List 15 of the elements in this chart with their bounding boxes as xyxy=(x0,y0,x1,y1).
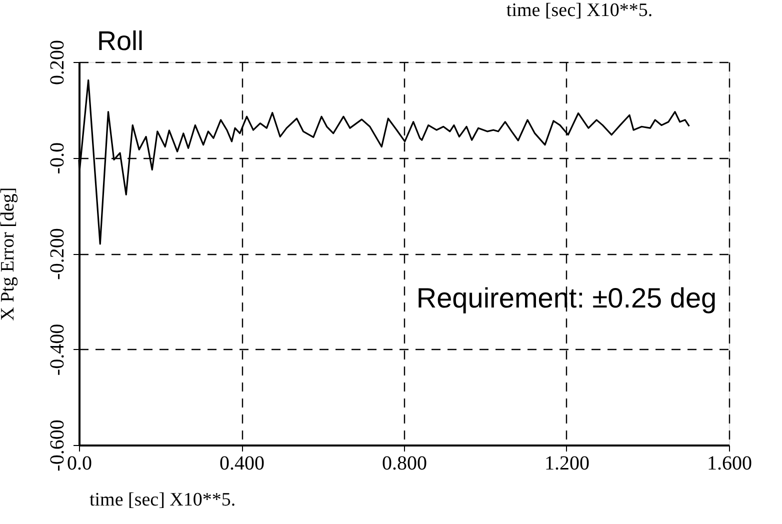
x-tick-label: 0.800 xyxy=(382,452,427,474)
x-tick-label: 0.400 xyxy=(220,452,264,474)
y-tick-label: -0.600 xyxy=(46,420,68,472)
x-tick-label: 0.0 xyxy=(67,452,92,474)
y-tick-label: 0.200 xyxy=(46,40,68,85)
y-tick-label: -0.400 xyxy=(46,324,68,376)
text: time [sec] X10**5. xyxy=(506,0,653,21)
y-tick-label: -0.0 xyxy=(46,142,68,174)
y-axis-title: X Ptg Error [deg] xyxy=(0,187,18,321)
chart-title: Roll xyxy=(97,26,144,56)
x-axis-title: time [sec] X10**5. xyxy=(90,490,236,510)
x-tick-label: 1.200 xyxy=(544,452,590,474)
y-tick-label: -0.200 xyxy=(46,228,68,280)
x-tick-label: 1.600 xyxy=(707,452,752,474)
annotation: Requirement: ±0.25 deg xyxy=(416,282,717,314)
